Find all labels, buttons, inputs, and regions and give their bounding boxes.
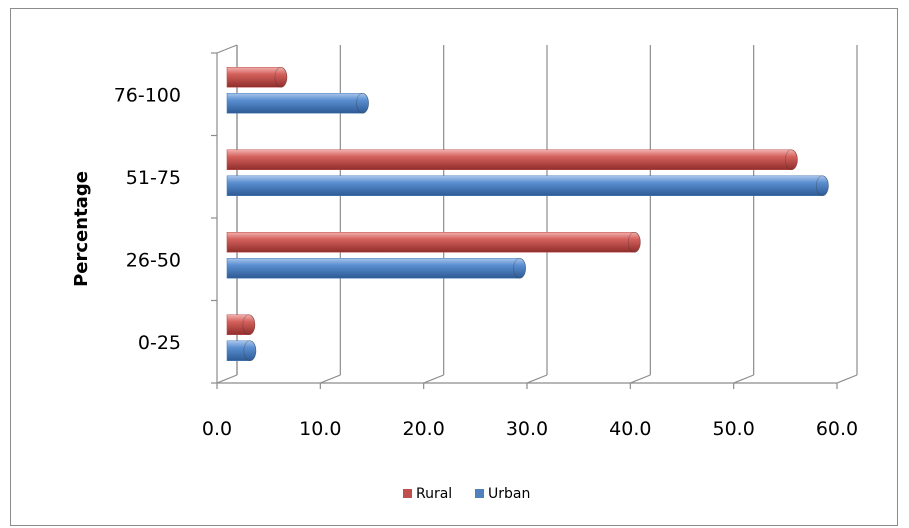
rural-bar [226,149,798,171]
bar-body [226,231,641,253]
gridline-floor [630,374,651,384]
bar-body [226,149,798,171]
bar-cap [356,92,369,114]
rural-bar [226,66,288,88]
bar-cap [513,257,526,279]
x-tick-label: 50.0 [713,418,755,440]
legend-swatch [475,489,484,498]
bar-cap [242,314,256,336]
legend-label: Rural [416,486,452,502]
y-axis-title: Percentage [71,171,92,287]
legend-swatch [403,489,412,498]
bar-body [226,175,829,197]
y-tick-label: 0-25 [138,332,181,354]
legend-item-urban: Urban [475,486,530,502]
tick-labels: 0.0 10.0 20.0 30.0 40.0 50.0 60.0 0-25 26-50 51-7… [114,84,858,440]
bar-cap [627,231,641,253]
x-tick-label: 60.0 [816,418,858,440]
bar-body [226,66,288,88]
legend-label: Urban [488,486,530,502]
bar-chart: 0.0 10.0 20.0 30.0 40.0 50.0 60.0 0-25 26-50 51-7… [71,44,858,502]
gridline-floor [320,374,341,384]
bar-cap [784,149,798,171]
y-tick-label: 51-75 [126,167,181,189]
gridline-floor [216,374,238,384]
bars [226,66,829,362]
y-tick-label: 76-100 [114,84,181,106]
rural-bar [226,314,256,336]
x-tick-label: 40.0 [609,418,651,440]
chart-area: 0.0 10.0 20.0 30.0 40.0 50.0 60.0 0-25 26-50 51-7… [10,8,898,526]
legend: Rural Urban [403,486,530,502]
gridline-floor [836,374,858,384]
bar-cap [274,66,288,88]
legend-item-rural: Rural [403,486,452,502]
y-tick-label: 26-50 [126,249,181,271]
x-tick-label: 10.0 [299,418,341,440]
bar-body [226,314,256,336]
x-tick-label: 0.0 [202,418,232,440]
urban-bar [226,340,257,362]
x-tick-label: 30.0 [506,418,548,440]
urban-bar [226,257,526,279]
urban-bar [226,175,829,197]
bar-body [226,92,369,114]
gridline-floor [423,374,444,384]
bar-body [226,257,526,279]
gridline-floor [526,374,548,384]
wall-top-edge [216,44,238,54]
bar-body [226,340,257,362]
urban-bar [226,92,369,114]
rural-bar [226,231,641,253]
bar-cap [815,175,829,197]
bar-cap [243,340,257,362]
gridline-floor [733,374,754,384]
x-tick-label: 20.0 [403,418,445,440]
